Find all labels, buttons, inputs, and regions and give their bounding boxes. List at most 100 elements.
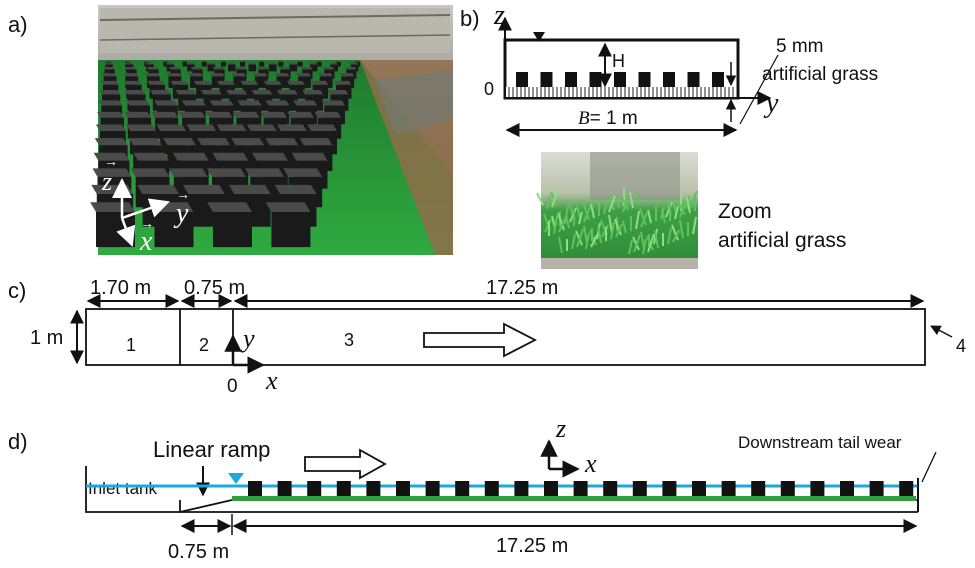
b-height-label: H [612, 51, 625, 71]
c-zone-1: 1 [126, 335, 136, 355]
d-block [780, 481, 795, 496]
photo-block [277, 60, 284, 67]
d-tank-label: Inlet tank [88, 479, 157, 498]
photo-block [265, 202, 311, 248]
d-dim-main-label: 17.25 m [496, 535, 568, 557]
photo-block [231, 73, 247, 88]
grass-blade [647, 209, 652, 224]
flume-photo: z y x → → → [90, 5, 453, 257]
panel-c: c) 1.70 m 0.75 m 17.25 m 1 m 1 2 3 4 y x… [8, 277, 966, 397]
d-block [514, 481, 529, 496]
grass-blade [667, 227, 672, 245]
roughness-blocks [90, 60, 360, 248]
b-block [565, 72, 577, 87]
c-channel-outline [85, 308, 926, 366]
grass-blade [571, 233, 576, 250]
b-water-level-icon [533, 32, 545, 42]
zoom-label-1: Zoom [718, 200, 772, 223]
photo-block [247, 62, 257, 72]
grass-blade [679, 200, 687, 218]
c-x-axis-label: x [265, 366, 278, 395]
grass-blade [576, 204, 581, 219]
c-zone-2: 2 [199, 335, 209, 355]
panel-a: a) z y x → → → [8, 5, 453, 257]
c-origin-label: 0 [227, 376, 238, 397]
photo-block [296, 60, 303, 67]
photo-block [185, 62, 195, 72]
photo-block [90, 202, 135, 248]
grass-blade [614, 218, 622, 236]
grass-blade [654, 230, 659, 249]
d-ramp-label: Linear ramp [153, 437, 270, 462]
grass-blade [553, 215, 558, 235]
grass-blade [640, 231, 645, 249]
photo-block [288, 62, 298, 72]
d-block [899, 481, 914, 496]
c-y-axis-label: y [240, 324, 255, 353]
grass-blade [642, 238, 647, 255]
photo-block [162, 60, 169, 67]
b-block [638, 72, 651, 87]
c-zone-3: 3 [344, 330, 354, 350]
grass-blade [615, 223, 623, 238]
panel-d-label: d) [8, 429, 28, 454]
grass-blade [557, 212, 565, 231]
grass-blade [590, 203, 595, 219]
d-block [425, 481, 440, 496]
d-block [632, 481, 647, 496]
d-inlet-tank [85, 466, 181, 513]
grass-blade [639, 207, 647, 226]
d-weir-pointer [921, 451, 937, 483]
c-zone-4: 4 [956, 336, 966, 356]
d-block [248, 481, 262, 496]
d-block [277, 481, 292, 496]
photo-block [220, 60, 226, 67]
d-x-axis-label: x [584, 449, 597, 478]
grass-blade [576, 228, 584, 248]
grass-blade [647, 233, 655, 253]
grass-blade [582, 201, 590, 221]
b-y-axis-label: y [763, 88, 779, 119]
zoom-label-2: artificial grass [718, 229, 846, 252]
b-thickness-label: 5 mm [776, 36, 824, 57]
photo-block [206, 62, 216, 72]
b-block [687, 72, 700, 87]
d-block [662, 481, 677, 496]
photo-block [181, 60, 188, 67]
grass-blade [610, 221, 615, 240]
c-zone-4-pointer [930, 325, 953, 338]
panel-c-label: c) [8, 278, 26, 303]
grass-blade [551, 189, 559, 208]
grass-blade [578, 211, 583, 225]
b-width-value: = 1 m [590, 108, 638, 129]
b-z-axis-label: z [493, 0, 505, 31]
b-grass-label: artificial grass [762, 64, 878, 85]
d-block [544, 481, 558, 496]
grass-blade [603, 200, 608, 215]
photo-x-label: x [139, 226, 153, 257]
grass-blade [672, 229, 680, 243]
photo-block [252, 73, 268, 88]
grass-blade [615, 192, 620, 209]
grass-blade [565, 214, 570, 229]
d-block [573, 481, 588, 496]
d-weir-label: Downstream tail wear [738, 433, 902, 452]
b-grass-leader [739, 54, 779, 125]
c-dim-3-label: 17.25 m [486, 277, 558, 299]
grass-blade [536, 192, 544, 206]
grass-blade [686, 197, 691, 214]
panel-b: b) z H 0 y 5 mm artificial grass B= 1 m [460, 0, 878, 269]
d-block [455, 481, 470, 496]
grass-blade [622, 194, 630, 213]
d-grass-layer [232, 496, 916, 501]
grass-blade [583, 225, 588, 244]
d-ramp [179, 499, 233, 513]
d-block [751, 481, 766, 496]
photo-block [335, 60, 341, 67]
grass-blade [597, 224, 602, 244]
d-z-axis-label: z [555, 414, 566, 443]
b-origin-label: 0 [484, 79, 494, 99]
grass-blade [640, 212, 648, 228]
c-flow-arrow-icon [423, 322, 537, 358]
